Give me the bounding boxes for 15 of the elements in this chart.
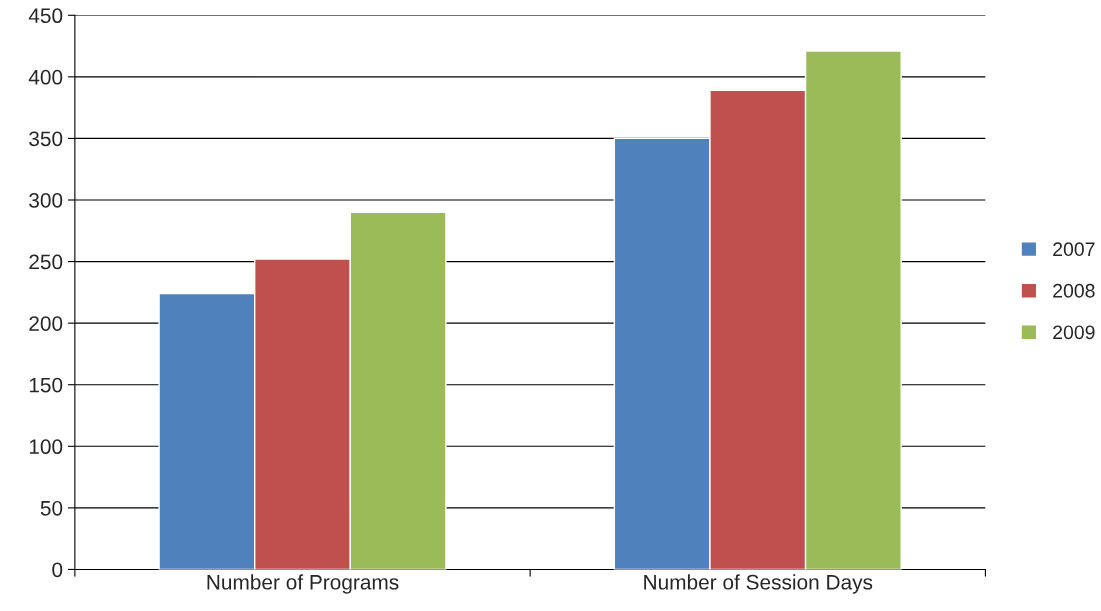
y-tick-label: 150 [29, 377, 63, 393]
y-tick-label: 100 [29, 439, 63, 455]
x-tick-label: Number of Programs [207, 574, 399, 594]
y-tick-label: 400 [28, 69, 63, 85]
legend-label: 2009 [1053, 325, 1095, 340]
y-tick-label: 300 [29, 193, 63, 208]
y-tick-label: 350 [29, 131, 63, 147]
x-tick-label: Number of Session Days [644, 574, 873, 594]
y-tick-label: 200 [29, 316, 63, 331]
y-tick-label: 0 [52, 562, 63, 578]
legend-label: 2007 [1053, 242, 1095, 257]
legend-label: 2008 [1053, 283, 1095, 298]
y-tick-label: 450 [28, 8, 63, 24]
y-tick-label: 250 [29, 254, 63, 270]
y-tick-label: 50 [40, 500, 63, 516]
